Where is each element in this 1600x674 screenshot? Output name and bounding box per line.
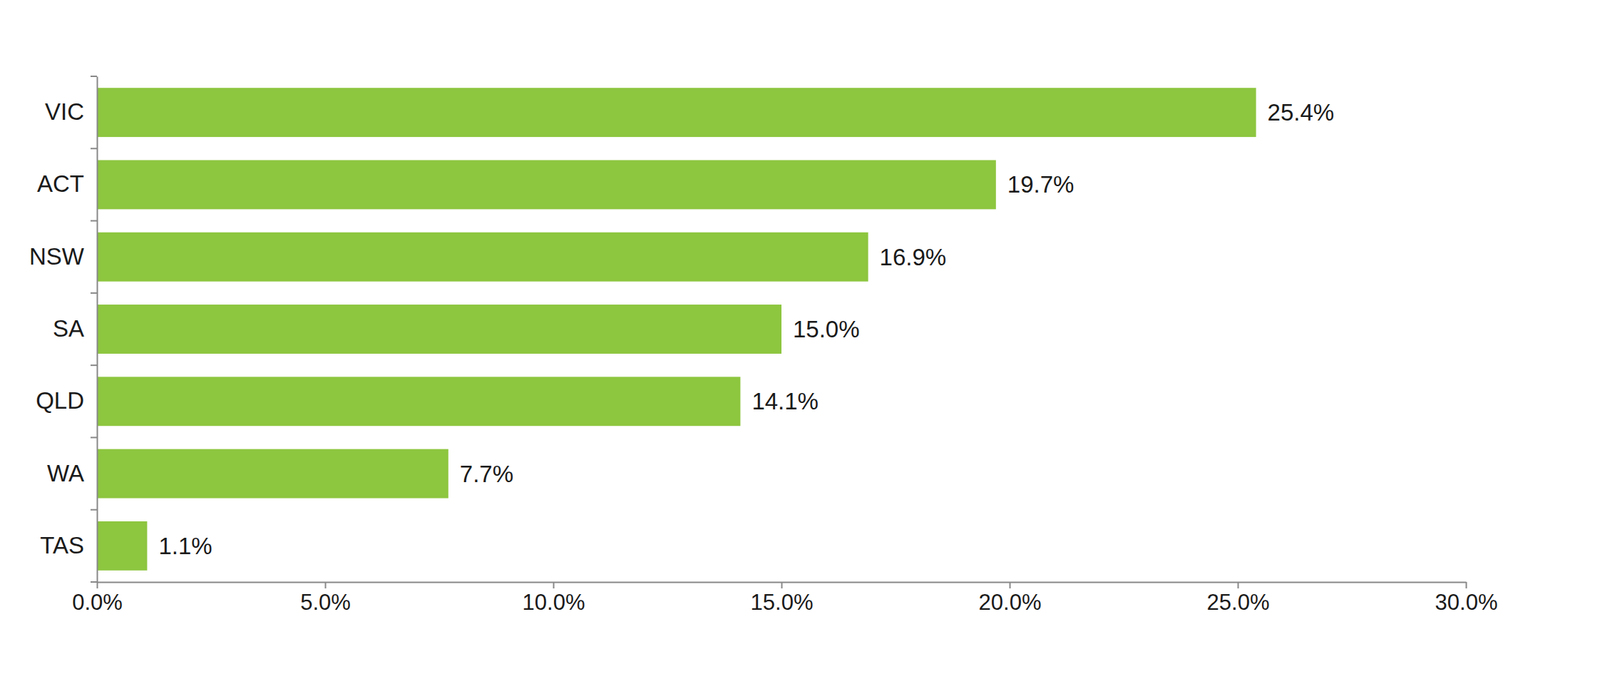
y-tick: SA — [52, 315, 97, 342]
bar — [96, 232, 869, 282]
x-tick-label: 15.0% — [750, 589, 814, 615]
data-label: 15.0% — [792, 315, 860, 343]
x-tick-mark — [553, 581, 555, 589]
category-separator — [90, 220, 97, 222]
x-tick-mark — [1465, 581, 1468, 589]
y-tick: QLD — [35, 387, 97, 414]
x-tick-label: 20.0% — [978, 589, 1042, 615]
x-tick: 30.0% — [1435, 581, 1499, 615]
x-axis: 0.0% 5.0% 10.0% 15.0% 20.0% 25.0% 30.0% — [72, 581, 1498, 615]
y-tick: TAS — [39, 531, 97, 559]
bar — [96, 159, 997, 209]
category-label: NSW — [29, 243, 85, 270]
x-tick-label: 0.0% — [72, 589, 123, 615]
y-axis: VIC ACT NSW SA QLD WA TAS — [29, 77, 98, 583]
x-tick: 15.0% — [750, 581, 814, 615]
category-separator — [90, 147, 97, 150]
data-labels: 25.4% 19.7% 16.9% 15.0% 14.1% 7.7% 1.1% — [158, 99, 1335, 560]
bar — [96, 521, 147, 571]
category-label: QLD — [35, 387, 85, 414]
x-tick: 25.0% — [1207, 581, 1270, 615]
x-tick-mark — [1009, 581, 1012, 589]
category-separator — [90, 436, 97, 438]
category-label: SA — [52, 315, 85, 342]
data-label: 14.1% — [751, 387, 819, 415]
category-separator — [90, 581, 97, 583]
x-tick-mark — [781, 581, 783, 589]
plot: 0.0% 5.0% 10.0% 15.0% 20.0% 25.0% 30.0% VIC ACT N… — [29, 76, 1498, 615]
chart: 0.0% 5.0% 10.0% 15.0% 20.0% 25.0% 30.0% VIC ACT N… — [0, 0, 1600, 674]
x-tick: 5.0% — [300, 581, 351, 615]
y-tick: NSW — [29, 243, 97, 270]
data-label: 19.7% — [1007, 171, 1075, 198]
category-separator — [90, 75, 97, 78]
x-tick-label: 30.0% — [1435, 589, 1499, 615]
bar — [96, 449, 449, 499]
x-tick: 10.0% — [522, 581, 586, 615]
data-label: 7.7% — [459, 460, 514, 487]
bar — [96, 376, 741, 426]
x-tick-mark — [325, 581, 327, 589]
category-separator — [90, 364, 97, 366]
category-label: ACT — [37, 170, 85, 197]
data-label: 1.1% — [158, 532, 212, 560]
data-label: 16.9% — [879, 243, 947, 271]
bars — [96, 87, 1257, 571]
x-tick-label: 5.0% — [300, 589, 351, 615]
y-tick: WA — [47, 459, 97, 487]
x-tick-label: 25.0% — [1207, 589, 1270, 615]
y-axis-line — [96, 77, 99, 583]
bar — [96, 304, 782, 354]
x-tick: 0.0% — [72, 581, 123, 615]
category-separator — [90, 292, 97, 294]
category-label: WA — [47, 459, 85, 487]
category-label: TAS — [39, 531, 85, 559]
x-tick-mark — [1237, 581, 1240, 589]
x-tick-label: 10.0% — [522, 589, 586, 615]
data-label: 25.4% — [1267, 99, 1335, 126]
bar — [96, 87, 1257, 137]
x-tick: 20.0% — [978, 581, 1042, 615]
y-tick: VIC — [44, 98, 97, 125]
x-tick-mark — [96, 581, 99, 589]
category-separator — [90, 509, 97, 511]
category-separators — [90, 76, 97, 582]
y-tick: ACT — [37, 170, 97, 197]
category-label: VIC — [44, 98, 85, 125]
